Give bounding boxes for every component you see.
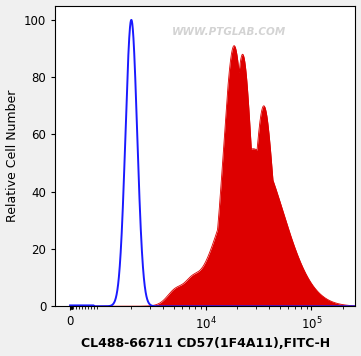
Y-axis label: Relative Cell Number: Relative Cell Number [5, 90, 18, 222]
Text: WWW.PTGLAB.COM: WWW.PTGLAB.COM [172, 27, 287, 37]
X-axis label: CL488-66711 CD57(1F4A11),FITC-H: CL488-66711 CD57(1F4A11),FITC-H [81, 337, 330, 350]
